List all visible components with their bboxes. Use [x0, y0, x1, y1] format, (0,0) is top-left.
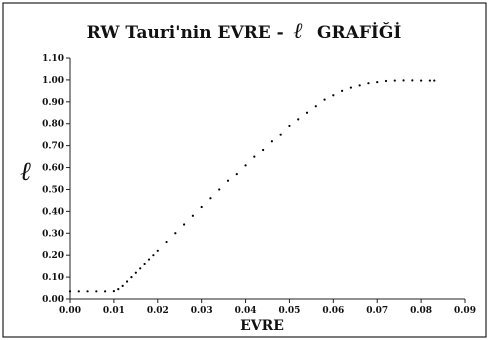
data-point: [323, 98, 326, 101]
data-point: [152, 254, 155, 257]
data-point: [174, 232, 177, 235]
x-tick-label: 0.04: [235, 306, 257, 316]
data-point: [384, 79, 388, 83]
data-point: [433, 79, 436, 82]
data-point: [358, 84, 361, 87]
x-tick-label: 0.09: [454, 306, 476, 316]
data-point: [420, 79, 423, 82]
y-axis-ticks: 0.00 0.10 0.20 0.30 0.40 0.50 0.60 0.70 0.80 0.90…: [42, 54, 70, 305]
data-point: [244, 164, 247, 167]
data-point: [77, 290, 80, 293]
y-axis-label: ℓ: [20, 157, 31, 187]
data-point: [393, 79, 396, 82]
x-tick-label: 0.02: [147, 306, 169, 316]
data-point: [191, 214, 194, 217]
x-tick-label: 0.01: [103, 306, 125, 316]
y-tick-label: 1.00: [42, 76, 64, 86]
chart-title: RW Tauri'nin EVRE - ℓ GRAFİĞİ: [87, 18, 402, 44]
data-point: [288, 124, 291, 128]
data-point: [95, 290, 98, 293]
y-tick-label: 0.60: [42, 164, 64, 174]
chart-title-prefix: RW Tauri'nin EVRE -: [87, 23, 284, 43]
x-tick-label: 0.07: [366, 306, 388, 316]
data-point: [112, 290, 115, 293]
y-tick-label: 0.20: [42, 251, 64, 261]
x-axis-label: EVRE: [240, 318, 284, 334]
data-point: [402, 79, 405, 82]
y-tick-label: 0.10: [42, 273, 64, 283]
data-point: [411, 79, 414, 82]
data-point: [156, 249, 159, 252]
data-point: [279, 133, 282, 136]
data-point: [253, 155, 256, 158]
data-point: [183, 223, 186, 226]
y-tick-label: 0.50: [42, 185, 64, 195]
data-point: [341, 89, 344, 92]
y-tick-label: 1.10: [42, 54, 64, 64]
data-point: [147, 258, 151, 261]
data-point: [226, 179, 230, 182]
data-point: [332, 94, 335, 97]
y-tick-label: 0.00: [42, 295, 64, 305]
data-point: [209, 197, 212, 200]
data-point: [117, 288, 120, 291]
x-tick-label: 0.03: [191, 306, 213, 316]
data-point: [305, 111, 309, 114]
data-point: [130, 275, 133, 279]
chart-title-suffix: GRAFİĞİ: [317, 22, 401, 43]
data-point: [235, 173, 238, 176]
y-tick-label: 0.40: [42, 207, 64, 217]
data-point: [125, 280, 129, 283]
y-tick-label: 0.90: [42, 98, 64, 108]
data-point: [349, 86, 352, 89]
data-point: [376, 81, 379, 84]
data-point: [262, 148, 265, 152]
x-tick-label: 0.05: [278, 306, 300, 316]
x-axis-ticks: 0.00 0.01 0.02 0.03 0.04 0.05 0.06 0.07 0.08 0.09: [59, 299, 476, 316]
data-point: [86, 290, 89, 293]
data-point: [134, 271, 137, 274]
chart-title-symbol: ℓ: [294, 18, 303, 44]
data-point: [143, 262, 146, 266]
data-point: [104, 290, 107, 293]
data-point: [68, 290, 72, 293]
x-tick-label: 0.00: [59, 306, 81, 316]
data-point: [121, 284, 124, 287]
x-tick-label: 0.08: [410, 306, 432, 316]
data-point: [200, 205, 203, 209]
data-point: [367, 82, 370, 85]
data-point: [270, 140, 273, 143]
data-point: [428, 79, 431, 82]
data-point: [297, 118, 300, 121]
data-point: [139, 267, 142, 270]
x-tick-label: 0.06: [322, 306, 344, 316]
y-tick-label: 0.70: [42, 142, 64, 152]
data-points: [68, 79, 436, 293]
data-point: [314, 105, 317, 108]
data-point: [218, 188, 221, 191]
y-tick-label: 0.30: [42, 229, 64, 239]
y-tick-label: 0.80: [42, 120, 64, 130]
data-point: [165, 240, 168, 244]
